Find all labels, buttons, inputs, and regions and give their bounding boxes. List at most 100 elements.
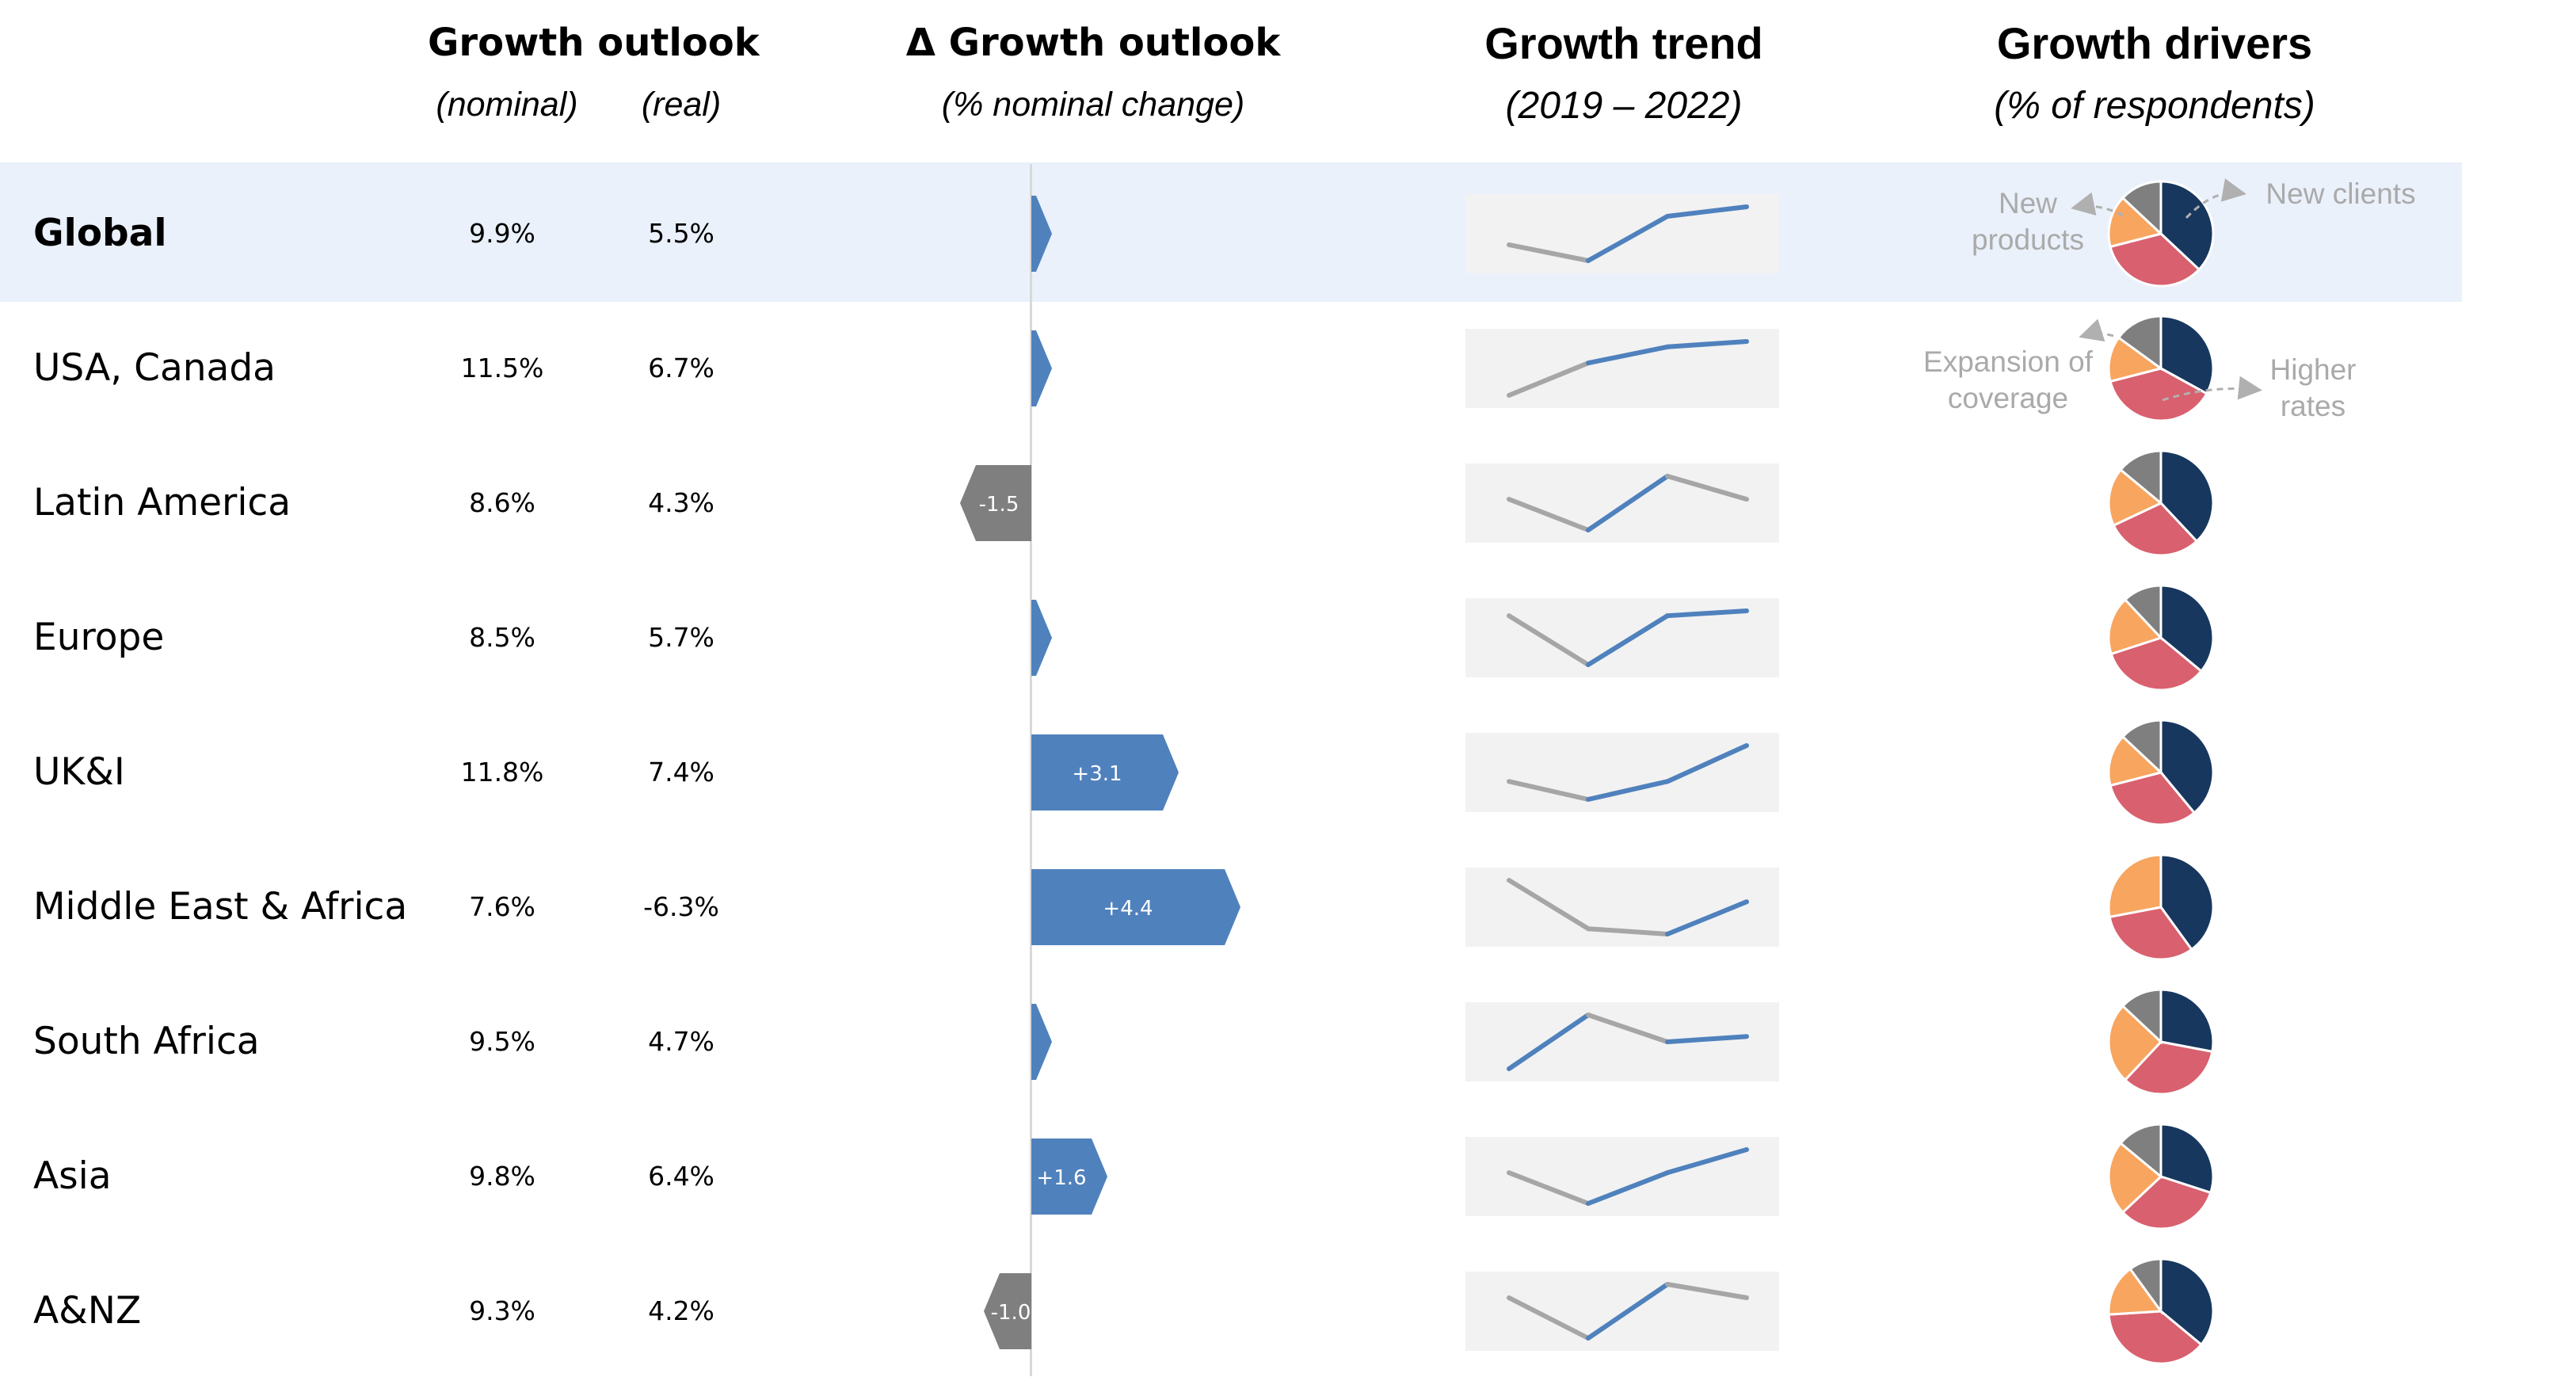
pie-slice-new-clients xyxy=(2159,1257,2215,1347)
pie-slice-new-clients xyxy=(2159,719,2215,814)
delta-arrow-global xyxy=(1031,196,1052,272)
delta-zero-axis xyxy=(1030,164,1032,1376)
pie-slice-new-products xyxy=(2121,719,2163,776)
pie-slice-new-clients xyxy=(2159,988,2215,1054)
callout-expansion: Expansion of coverage xyxy=(1923,345,2093,414)
table-row: Global 9.9% 5.5% xyxy=(0,166,2462,301)
nominal-value: 9.8% xyxy=(469,1161,535,1192)
pie-slice-higher-rates xyxy=(2121,1175,2212,1230)
callout-new-products: New products xyxy=(1972,187,2084,256)
callout-higher-rates: Higher rates xyxy=(2269,353,2357,422)
trend-background xyxy=(1465,1002,1779,1081)
trend-segment-middle-east-africa xyxy=(1665,899,1749,936)
real-value: 6.4% xyxy=(648,1161,714,1192)
delta-label: -1.0 xyxy=(991,1301,1031,1325)
trend-segment-usa-canada xyxy=(1586,344,1670,366)
real-value: 7.4% xyxy=(648,757,714,788)
pie-slice-expansion xyxy=(2107,734,2164,788)
trend-segment-south-africa xyxy=(1586,1013,1670,1044)
pie-slice-higher-rates xyxy=(2107,1310,2203,1365)
table-row: UK&I 11.8% 7.4% xyxy=(0,705,2462,840)
trend-segment-asia xyxy=(1665,1147,1749,1176)
delta-label: +3.1 xyxy=(1072,762,1122,786)
region-label: South Africa xyxy=(33,1020,260,1063)
region-label: USA, Canada xyxy=(33,346,276,390)
growth-drivers-header: Growth drivers xyxy=(1996,18,2313,68)
trend-segment-asia xyxy=(1586,1170,1670,1206)
delta-arrow-south-africa xyxy=(1031,1004,1052,1080)
real-value: 6.7% xyxy=(648,353,714,383)
pie-slice-higher-rates xyxy=(2123,1040,2214,1096)
callout-arrow xyxy=(2071,192,2124,217)
delta-arrow-europe xyxy=(1031,600,1052,676)
delta-arrow-usa-canada xyxy=(1031,330,1052,406)
delta-outlook-header: Δ Growth outlook xyxy=(905,21,1281,65)
table-row: A&NZ 9.3% 4.2% xyxy=(0,1244,2462,1379)
pie-slice-higher-rates xyxy=(2109,636,2203,692)
real-value: 4.7% xyxy=(648,1026,714,1057)
trend-segment-usa-canada xyxy=(1665,339,1749,349)
pie-slice-new-products xyxy=(2119,449,2163,506)
region-label: UK&I xyxy=(33,750,125,794)
region-label: Middle East & Africa xyxy=(33,885,408,929)
pie-slice-new-products xyxy=(2119,1123,2163,1180)
pie-slice-new-products xyxy=(2117,315,2163,371)
pie-slice-new-products xyxy=(2121,180,2163,237)
trend-segment-middle-east-africa xyxy=(1507,878,1591,932)
pie-slice-new-clients xyxy=(2159,315,2215,395)
region-label: A&NZ xyxy=(33,1289,142,1333)
nominal-subheader: (nominal) xyxy=(436,86,578,124)
trend-segment-europe xyxy=(1507,613,1591,667)
real-value: -6.3% xyxy=(643,891,719,922)
trend-segment-asia xyxy=(1507,1170,1591,1206)
delta-label: +1.6 xyxy=(1036,1166,1086,1190)
trend-background xyxy=(1465,1272,1779,1351)
growth-trend-header: Growth trend xyxy=(1484,18,1763,68)
region-label: Europe xyxy=(33,616,165,659)
region-label: Latin America xyxy=(33,481,292,524)
trend-segment-south-africa xyxy=(1507,1013,1591,1071)
nominal-value: 9.3% xyxy=(469,1295,535,1326)
trend-segment-latin-america xyxy=(1665,474,1749,502)
pie-slice-expansion xyxy=(2107,467,2163,528)
trend-segment-a-nz xyxy=(1665,1282,1749,1300)
pie-slice-expansion xyxy=(2107,1267,2163,1316)
nominal-value: 11.5% xyxy=(460,353,544,383)
pie-slice-new-clients xyxy=(2159,584,2215,673)
pie-slice-new-products xyxy=(2128,1257,2163,1315)
callout-new-clients: New clients xyxy=(2265,177,2416,210)
real-value: 4.3% xyxy=(648,487,714,518)
table-row: South Africa 9.5% 4.7% xyxy=(0,975,2462,1109)
pie-slice-new-clients xyxy=(2159,449,2215,544)
pie-slice-higher-rates xyxy=(2109,367,2208,422)
pie-slice-expansion xyxy=(2107,853,2163,919)
delta-arrow-uk-i xyxy=(1031,734,1179,811)
trend-segment-global xyxy=(1665,204,1749,219)
trend-segment-latin-america xyxy=(1586,474,1670,532)
table-row: Middle East & Africa 7.6% -6.3% xyxy=(0,840,2462,975)
delta-outlook-subheader: (% nominal change) xyxy=(941,86,1245,124)
trend-segment-usa-canada xyxy=(1507,360,1591,398)
pie-slice-new-clients xyxy=(2159,180,2215,272)
pie-slice-expansion xyxy=(2107,1004,2163,1082)
trend-segment-latin-america xyxy=(1507,497,1591,532)
trend-segment-middle-east-africa xyxy=(1586,926,1670,936)
trend-segment-global xyxy=(1586,214,1670,263)
trend-segment-uk-i xyxy=(1586,779,1670,802)
trend-segment-europe xyxy=(1665,608,1749,619)
region-label: Asia xyxy=(33,1154,112,1198)
table-row: Europe 8.5% 5.7% xyxy=(0,570,2462,705)
trend-segment-uk-i xyxy=(1507,779,1591,802)
pie-slice-new-products xyxy=(2121,988,2163,1045)
growth-trend-subheader: (2019 – 2022) xyxy=(1505,85,1743,127)
pie-slice-expansion xyxy=(2107,1141,2163,1215)
delta-label: +4.4 xyxy=(1103,897,1153,921)
growth-outlook-header: Growth outlook xyxy=(428,21,760,65)
nominal-value: 11.8% xyxy=(460,757,544,788)
real-value: 4.2% xyxy=(648,1295,714,1326)
real-subheader: (real) xyxy=(641,86,722,124)
nominal-value: 9.9% xyxy=(469,218,535,249)
delta-arrow-a-nz xyxy=(984,1273,1031,1349)
trend-segment-a-nz xyxy=(1507,1295,1591,1341)
